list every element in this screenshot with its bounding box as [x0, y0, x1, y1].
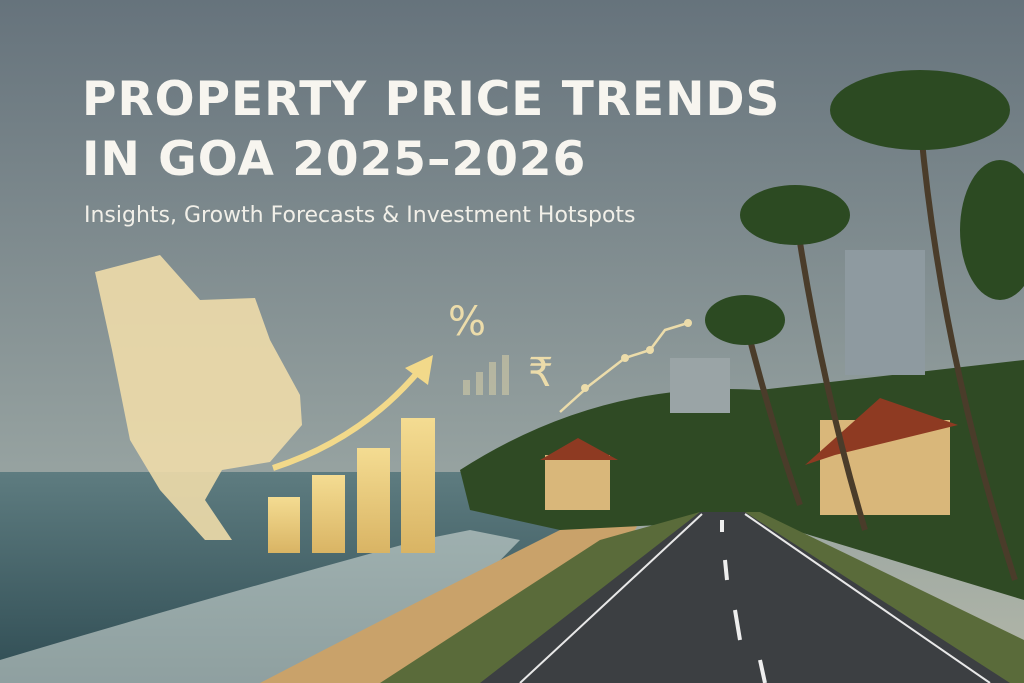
- trend-dots-part: [646, 346, 654, 354]
- palm-fronds-part: [705, 295, 785, 345]
- growth-bars-part: [268, 497, 300, 553]
- trend-dots-part: [581, 384, 589, 392]
- title-line: PROPERTY PRICE TRENDS: [82, 72, 780, 127]
- small-bars-part: [502, 355, 509, 395]
- rupee-icon: ₹: [528, 350, 553, 396]
- arrow-head: [405, 355, 433, 385]
- road-marks: [720, 520, 767, 683]
- growth-arrow: [272, 370, 421, 471]
- subtitle: Insights, Growth Forecasts & Investment …: [84, 203, 636, 228]
- house-part: [540, 438, 618, 460]
- goa-map: [95, 255, 302, 540]
- title-line: IN GOA 2025–2026: [82, 132, 586, 187]
- palm-trunks-part: [917, 119, 1018, 581]
- percent-icon: %: [448, 299, 486, 345]
- trend-dots-part: [621, 354, 629, 362]
- road-edges: [519, 513, 991, 683]
- palm-fronds-part: [960, 160, 1024, 300]
- small-bars: [463, 355, 509, 395]
- palm-trunks-part: [792, 209, 868, 531]
- growth-bars: [268, 418, 435, 553]
- small-bars-part: [463, 380, 470, 395]
- road: [480, 512, 1010, 683]
- tower: [670, 358, 730, 413]
- palm-fronds-part: [740, 185, 850, 245]
- growth-bars-part: [401, 418, 435, 553]
- palm-fronds: [705, 70, 1024, 345]
- small-bars-part: [476, 372, 483, 395]
- palm-fronds-part: [830, 70, 1010, 150]
- trend-dots-part: [684, 319, 692, 327]
- growth-bars-part: [312, 475, 345, 553]
- small-bars-part: [489, 362, 496, 395]
- growth-bars-part: [357, 448, 390, 553]
- trend-dots: [581, 319, 692, 392]
- tower: [845, 250, 925, 375]
- house-part: [545, 455, 610, 510]
- house: [540, 438, 618, 510]
